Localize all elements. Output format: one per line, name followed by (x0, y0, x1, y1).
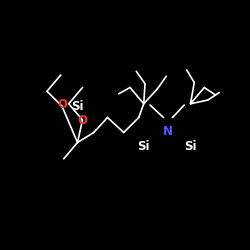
Text: O: O (78, 114, 88, 126)
Text: O: O (57, 98, 67, 112)
Text: Si: Si (138, 140, 150, 153)
Text: Si: Si (71, 100, 84, 113)
Text: Si: Si (184, 140, 196, 153)
Text: N: N (163, 125, 173, 138)
